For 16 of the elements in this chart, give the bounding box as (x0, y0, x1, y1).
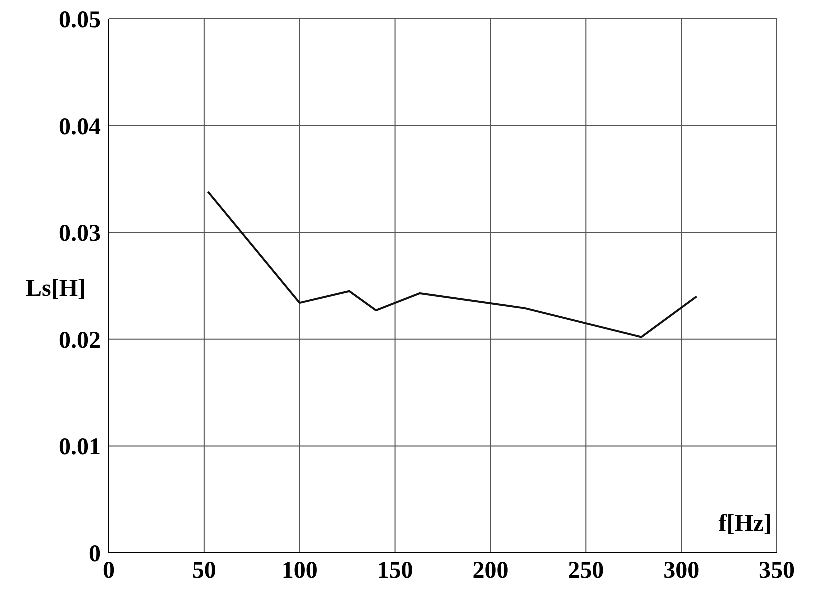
y-tick-label: 0.01 (59, 434, 101, 461)
y-tick-label: 0.02 (59, 328, 101, 354)
y-tick-label: 0 (89, 542, 101, 568)
x-tick-label: 50 (192, 558, 216, 584)
x-tick-label: 150 (377, 558, 414, 584)
x-tick-label: 300 (664, 558, 700, 584)
line-series (207, 191, 698, 338)
y-tick-label: 0.03 (59, 221, 101, 248)
y-axis-title: Ls[H] (26, 276, 86, 303)
y-tick-label: 0.04 (59, 114, 101, 140)
x-tick-label: 250 (568, 558, 604, 584)
x-tick-label: 200 (472, 558, 509, 584)
x-tick-label: 350 (759, 558, 795, 584)
y-tick-label: 0.05 (59, 8, 101, 34)
x-axis-title: f[Hz] (718, 511, 772, 538)
x-tick-label: 100 (282, 558, 318, 584)
